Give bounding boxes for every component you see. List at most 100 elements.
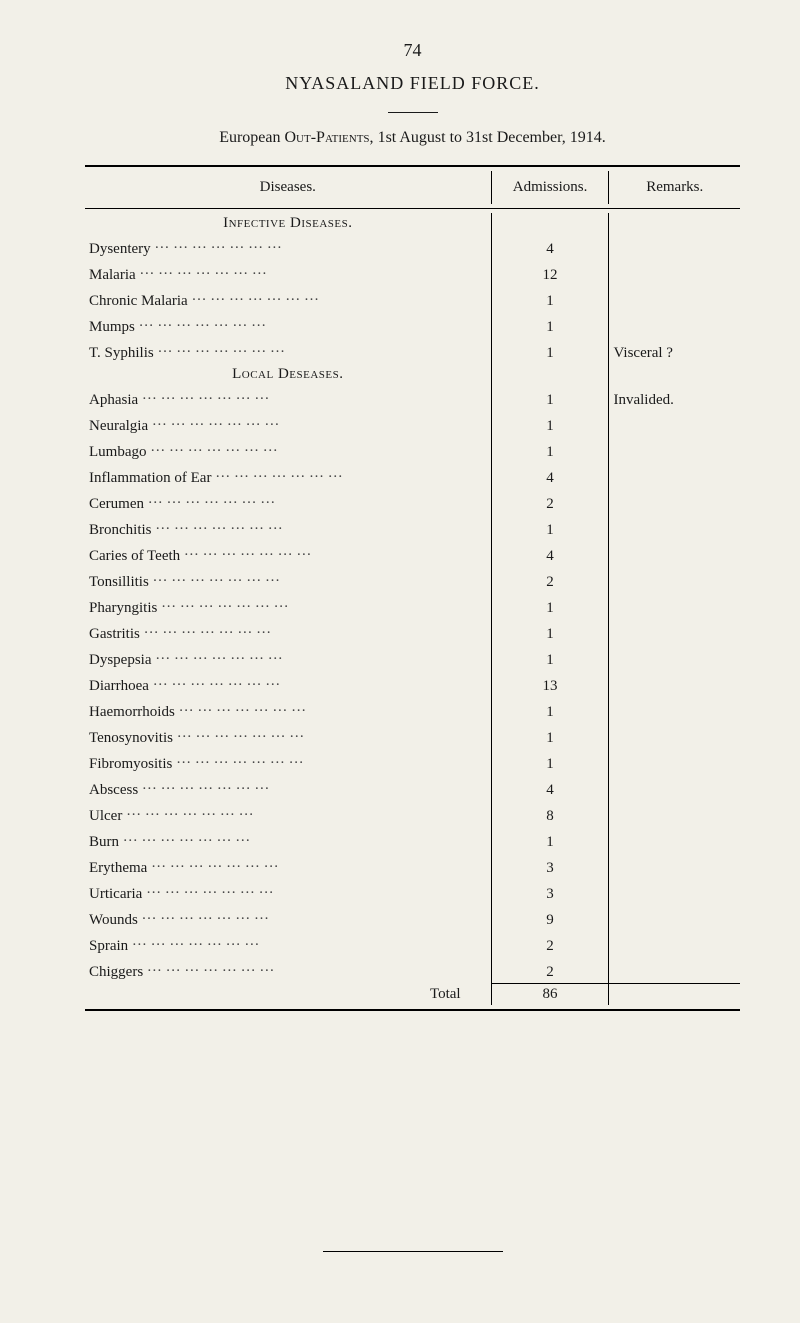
admissions-cell: 1 <box>491 338 609 364</box>
disease-name: Sprain <box>89 938 132 954</box>
disease-name: Dysentery <box>89 241 154 257</box>
admissions-cell: 1 <box>491 645 609 671</box>
admissions-cell: 8 <box>491 801 609 827</box>
admissions-cell: 2 <box>491 931 609 957</box>
dot-leader: … … … … … … … <box>148 491 276 508</box>
table-row: Tenosynovitis … … … … … … …1 <box>85 723 740 749</box>
dot-leader: … … … … … … … <box>177 725 305 742</box>
disease-cell: Dyspepsia … … … … … … … <box>85 645 491 671</box>
disease-name: Chiggers <box>89 964 147 980</box>
disease-cell: Abscess … … … … … … … <box>85 775 491 801</box>
admissions-cell: 1 <box>491 619 609 645</box>
admissions-cell: 4 <box>491 463 609 489</box>
disease-cell: Ulcer … … … … … … … <box>85 801 491 827</box>
dot-leader: … … … … … … … <box>146 881 274 898</box>
table-row: Erythema … … … … … … …3 <box>85 853 740 879</box>
admissions-cell: 4 <box>491 775 609 801</box>
remarks-cell <box>609 775 740 801</box>
table-row: Mumps … … … … … … …1 <box>85 312 740 338</box>
document-subtitle: European Out-Patients, 1st August to 31s… <box>85 129 740 147</box>
disease-name: Dyspepsia <box>89 652 155 668</box>
table-row: Neuralgia … … … … … … …1 <box>85 411 740 437</box>
dot-leader: … … … … … … … <box>139 262 267 279</box>
dot-leader: … … … … … … … <box>152 413 280 430</box>
admissions-cell: 1 <box>491 827 609 853</box>
table-row: Aphasia … … … … … … …1Invalided. <box>85 385 740 411</box>
table-row: Wounds … … … … … … …9 <box>85 905 740 931</box>
disease-name: Ulcer <box>89 808 126 824</box>
disease-cell: Neuralgia … … … … … … … <box>85 411 491 437</box>
dot-leader: … … … … … … … <box>153 673 281 690</box>
disease-name: Haemorrhoids <box>89 704 179 720</box>
remarks-cell <box>609 463 740 489</box>
admissions-cell: 1 <box>491 437 609 463</box>
section-heading: Infective Diseases. <box>85 213 491 234</box>
disease-name: Wounds <box>89 912 142 928</box>
disease-cell: Malaria … … … … … … … <box>85 260 491 286</box>
disease-name: Urticaria <box>89 886 146 902</box>
admissions-cell: 9 <box>491 905 609 931</box>
remarks-cell <box>609 697 740 723</box>
disease-cell: Cerumen … … … … … … … <box>85 489 491 515</box>
remarks-cell <box>609 567 740 593</box>
remarks-cell <box>609 723 740 749</box>
admissions-cell: 1 <box>491 697 609 723</box>
remarks-cell <box>609 515 740 541</box>
table-row: Chiggers … … … … … … …2 <box>85 957 740 984</box>
subtitle-prefix: European <box>219 129 284 146</box>
disease-cell: Burn … … … … … … … <box>85 827 491 853</box>
table-bottom-rule <box>85 1009 740 1011</box>
disease-name: T. Syphilis <box>89 345 157 361</box>
disease-cell: T. Syphilis … … … … … … … <box>85 338 491 364</box>
admissions-cell: 1 <box>491 411 609 437</box>
dot-leader: … … … … … … … <box>176 751 304 768</box>
remarks-cell <box>609 437 740 463</box>
subtitle-smallcaps: Out-Patients, <box>285 129 374 146</box>
dot-leader: … … … … … … … <box>126 803 254 820</box>
total-label-cell: Total <box>85 984 491 1006</box>
disease-cell: Inflammation of Ear … … … … … … … <box>85 463 491 489</box>
table-row: Caries of Teeth … … … … … … …4 <box>85 541 740 567</box>
table-row: Fibromyositis … … … … … … …1 <box>85 749 740 775</box>
admissions-cell: 1 <box>491 286 609 312</box>
table-body: Infective Diseases. Dysentery … … … … … …… <box>85 204 740 1005</box>
col-header-remarks: Remarks. <box>609 171 740 204</box>
title-divider <box>388 112 438 113</box>
admissions-cell: 4 <box>491 541 609 567</box>
table-row: Sprain … … … … … … …2 <box>85 931 740 957</box>
header-underline-cell <box>85 204 740 213</box>
admissions-cell: 1 <box>491 515 609 541</box>
subtitle-rest: 1st August to 31st December, 1914. <box>374 129 606 146</box>
table-row: Haemorrhoids … … … … … … …1 <box>85 697 740 723</box>
dot-leader: … … … … … … … <box>161 595 289 612</box>
dot-leader: … … … … … … … <box>157 340 285 357</box>
page: 74 NYASALAND FIELD FORCE. European Out-P… <box>0 0 800 1323</box>
table-row: T. Syphilis … … … … … … …1Visceral ? <box>85 338 740 364</box>
table-row: Cerumen … … … … … … …2 <box>85 489 740 515</box>
remarks-cell <box>609 619 740 645</box>
remarks-cell <box>609 671 740 697</box>
disease-cell: Mumps … … … … … … … <box>85 312 491 338</box>
disease-cell: Wounds … … … … … … … <box>85 905 491 931</box>
admissions-cell: 2 <box>491 567 609 593</box>
total-remarks-cell <box>609 984 740 1006</box>
table-row: Dyspepsia … … … … … … …1 <box>85 645 740 671</box>
disease-cell: Gastritis … … … … … … … <box>85 619 491 645</box>
admissions-cell: 1 <box>491 593 609 619</box>
section-heading-row: Local Deseases. <box>85 364 740 385</box>
remarks-cell <box>609 879 740 905</box>
table-row: Inflammation of Ear … … … … … … …4 <box>85 463 740 489</box>
remarks-cell <box>609 541 740 567</box>
admissions-cell: 13 <box>491 671 609 697</box>
disease-name: Cerumen <box>89 496 148 512</box>
disease-cell: Chronic Malaria … … … … … … … <box>85 286 491 312</box>
admissions-cell: 1 <box>491 749 609 775</box>
admissions-cell: 1 <box>491 385 609 411</box>
disease-cell: Bronchitis … … … … … … … <box>85 515 491 541</box>
disease-cell: Tenosynovitis … … … … … … … <box>85 723 491 749</box>
remarks-cell <box>609 931 740 957</box>
disease-cell: Fibromyositis … … … … … … … <box>85 749 491 775</box>
section-heading-spacer-adm <box>491 364 609 385</box>
table-row: Ulcer … … … … … … …8 <box>85 801 740 827</box>
disease-name: Fibromyositis <box>89 756 176 772</box>
